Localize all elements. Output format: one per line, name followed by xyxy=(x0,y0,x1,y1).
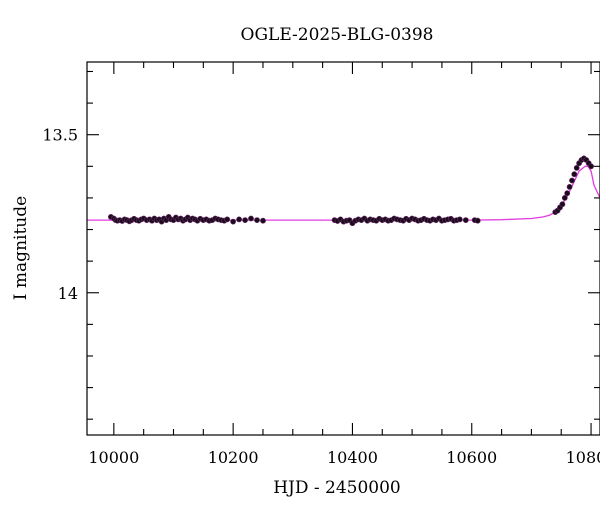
data-point xyxy=(462,217,469,223)
data-point xyxy=(573,164,580,171)
data-point xyxy=(569,177,575,184)
x-tick-label: 10200 xyxy=(208,448,259,467)
data-point xyxy=(260,217,266,224)
x-tick-label: 10000 xyxy=(88,448,139,467)
tick-labels: 10000 10200 10400 10600 10800 13.5 14 xyxy=(42,126,600,467)
data-point xyxy=(236,216,242,223)
x-tick-label: 10600 xyxy=(446,448,497,467)
y-axis-label: I magnitude xyxy=(11,196,31,300)
data-point xyxy=(230,218,236,225)
chart-title: OGLE-2025-BLG-0398 xyxy=(241,25,434,45)
data-point xyxy=(456,216,463,223)
data-point xyxy=(224,216,231,223)
data-point xyxy=(474,217,481,224)
y-tick-label: 14 xyxy=(58,284,78,303)
data-point xyxy=(588,163,594,170)
data-point xyxy=(242,217,248,223)
model-curve xyxy=(87,165,600,221)
axis-ticks xyxy=(87,62,600,435)
x-axis-label: HJD - 2450000 xyxy=(273,478,401,498)
data-point xyxy=(566,183,573,190)
data-point xyxy=(254,217,260,223)
x-tick-label: 10400 xyxy=(327,448,378,467)
data-point xyxy=(559,201,566,208)
data-point xyxy=(561,194,568,201)
data-point xyxy=(248,215,254,222)
data-point xyxy=(564,190,571,197)
x-tick-label: 10800 xyxy=(566,448,600,467)
plot-frame xyxy=(86,61,600,436)
y-tick-label: 13.5 xyxy=(42,126,78,145)
data-point xyxy=(571,171,578,178)
data-points xyxy=(108,155,594,227)
